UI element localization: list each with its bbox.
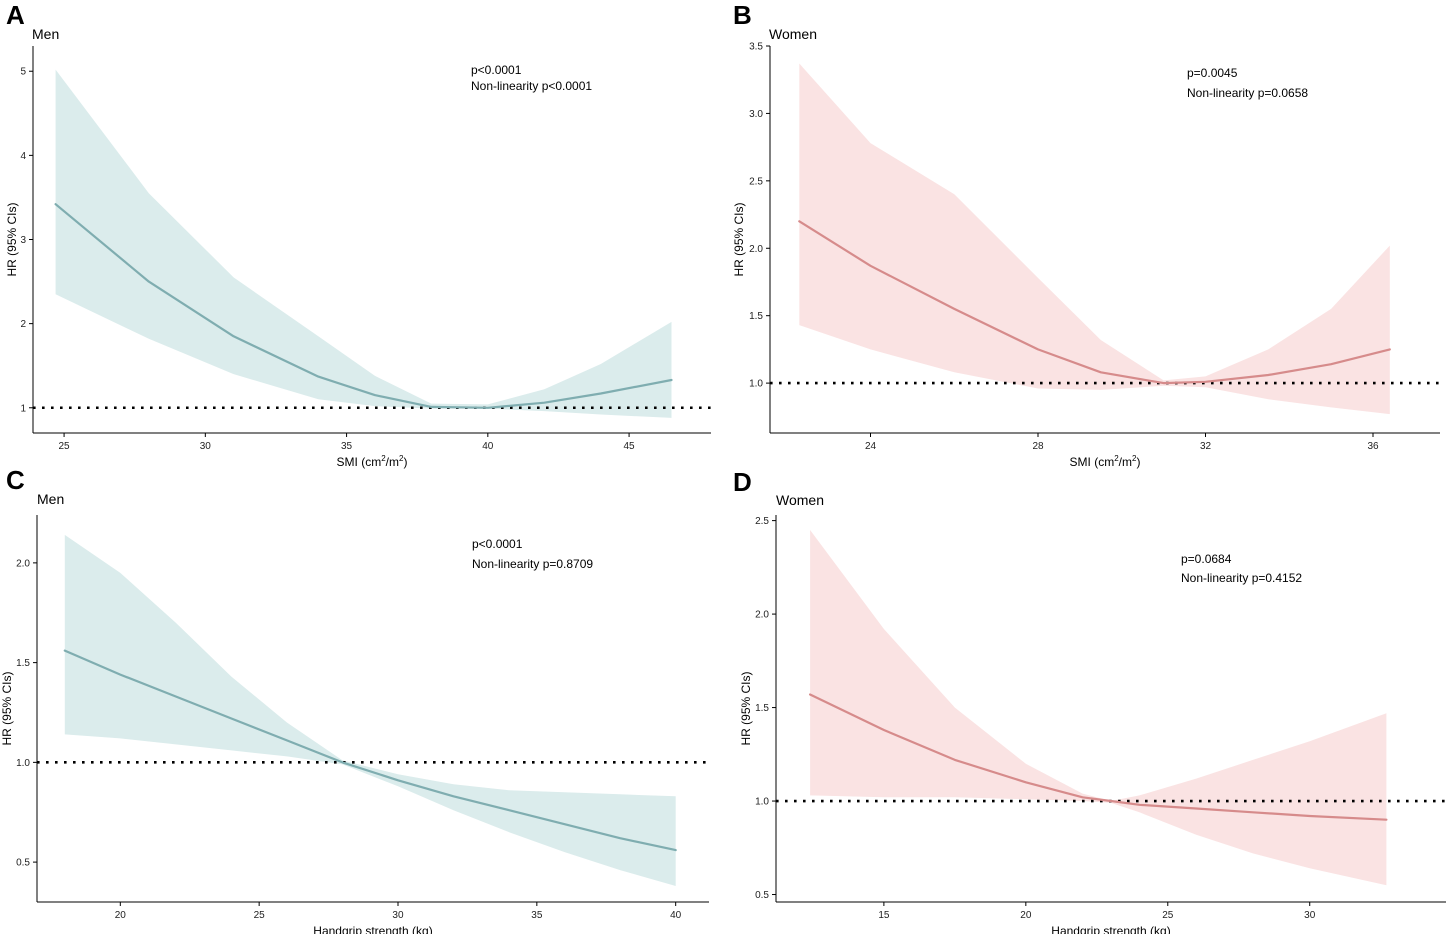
- p-value-annotation: p=0.0045: [1187, 66, 1238, 80]
- hr-curve: [798, 220, 1391, 385]
- y-tick-label: 2.0: [16, 558, 30, 569]
- confidence-band: [55, 69, 672, 418]
- x-tick-label: 30: [1304, 910, 1316, 921]
- y-tick-label: 3.0: [749, 109, 763, 120]
- x-axis-label: Handgrip strength (kg): [313, 924, 432, 934]
- x-tick-label: 32: [1200, 441, 1212, 452]
- panel-letter-d: D: [733, 467, 752, 497]
- y-tick-label: 3: [20, 235, 26, 246]
- confidence-band: [799, 63, 1390, 415]
- y-tick-label: 1.0: [749, 379, 763, 390]
- x-axis-label-superscript: 2: [1114, 454, 1119, 463]
- x-axis-label-part: SMI (cm: [1070, 455, 1115, 469]
- p-value-annotation: p=0.0684: [1181, 552, 1232, 566]
- non-linearity-annotation: Non-linearity p=0.8709: [472, 557, 593, 571]
- y-tick-label: 2: [20, 319, 26, 330]
- panel-d: D 0.5 1.0 1.5 2.0 2.5 15 20 25 30 Women HR (95% CI…: [733, 467, 1446, 934]
- y-tick-label: 3.5: [749, 42, 763, 53]
- x-tick-label: 30: [200, 441, 212, 452]
- panel-letter-c: C: [6, 465, 25, 495]
- hr-curve: [63, 649, 677, 852]
- x-axis-label-part: SMI (cm: [337, 455, 382, 469]
- x-axis-label-superscript: 2: [399, 454, 404, 463]
- y-axis-label: HR (95% CIs): [739, 671, 753, 745]
- x-tick-label: 40: [670, 910, 682, 921]
- y-tick-label: 1.5: [16, 658, 30, 669]
- y-tick-label: 0.5: [755, 890, 769, 901]
- panel-title: Men: [37, 491, 64, 507]
- panel-b: B 1.0 1.5 2.0 2.5 3.0 3.5 24 28 32 36 Women HR (95%…: [732, 0, 1440, 469]
- x-axis-label-superscript: 2: [1132, 454, 1137, 463]
- y-axis-label: HR (95% CIs): [732, 202, 746, 276]
- x-tick-label: 20: [115, 910, 127, 921]
- hr-curve: [54, 203, 673, 409]
- panel-letter-a: A: [6, 0, 25, 30]
- p-value-annotation: p<0.0001: [472, 537, 523, 551]
- x-tick-label: 25: [59, 441, 71, 452]
- x-tick-label: 45: [624, 441, 636, 452]
- x-axis-label-part: /m: [1119, 455, 1132, 469]
- x-axis-label: SMI (cm2/m2): [337, 454, 408, 469]
- y-axis-label: HR (95% CIs): [0, 671, 14, 745]
- y-tick-label: 4: [20, 151, 26, 162]
- x-tick-label: 20: [1020, 910, 1032, 921]
- panel-title: Men: [32, 26, 59, 42]
- y-axis-label: HR (95% CIs): [5, 202, 19, 276]
- panel-title: Women: [776, 492, 824, 508]
- x-axis-label-part: /m: [386, 455, 399, 469]
- x-tick-label: 15: [878, 910, 890, 921]
- x-tick-label: 25: [254, 910, 266, 921]
- y-tick-label: 2.0: [755, 610, 769, 621]
- x-tick-label: 25: [1162, 910, 1174, 921]
- non-linearity-annotation: Non-linearity p=0.0658: [1187, 86, 1308, 100]
- confidence-band: [810, 530, 1387, 886]
- y-tick-label: 1.5: [749, 311, 763, 322]
- confidence-band: [64, 534, 676, 886]
- panel-letter-b: B: [733, 0, 752, 30]
- p-value-annotation: p<0.0001: [471, 63, 522, 77]
- x-tick-label: 40: [482, 441, 494, 452]
- x-tick-label: 35: [531, 910, 543, 921]
- y-tick-label: 0.5: [16, 858, 30, 869]
- y-tick-label: 5: [20, 67, 26, 78]
- panel-title: Women: [769, 26, 817, 42]
- x-axis-label: SMI (cm2/m2): [1070, 454, 1141, 469]
- panel-c: C 0.5 1.0 1.5 2.0 20 25 30 35 40 Men HR (95% CIs) H…: [0, 465, 709, 934]
- x-axis-label: Handgrip strength (kg): [1051, 924, 1170, 934]
- y-tick-label: 2.0: [749, 244, 763, 255]
- y-tick-label: 2.5: [749, 176, 763, 187]
- y-tick-label: 1.0: [16, 758, 30, 769]
- x-axis-label-part: ): [403, 455, 407, 469]
- x-tick-label: 28: [1032, 441, 1044, 452]
- hr-curve: [809, 693, 1388, 821]
- non-linearity-annotation: Non-linearity p<0.0001: [471, 79, 592, 93]
- non-linearity-annotation: Non-linearity p=0.4152: [1181, 571, 1302, 585]
- x-tick-label: 36: [1367, 441, 1379, 452]
- y-tick-label: 1: [20, 403, 26, 414]
- x-tick-label: 30: [392, 910, 404, 921]
- x-tick-label: 35: [341, 441, 353, 452]
- y-tick-label: 2.5: [755, 516, 769, 527]
- y-tick-label: 1.0: [755, 797, 769, 808]
- y-tick-label: 1.5: [755, 703, 769, 714]
- x-axis-label-superscript: 2: [381, 454, 386, 463]
- x-tick-label: 24: [865, 441, 877, 452]
- x-axis-label-part: ): [1136, 455, 1140, 469]
